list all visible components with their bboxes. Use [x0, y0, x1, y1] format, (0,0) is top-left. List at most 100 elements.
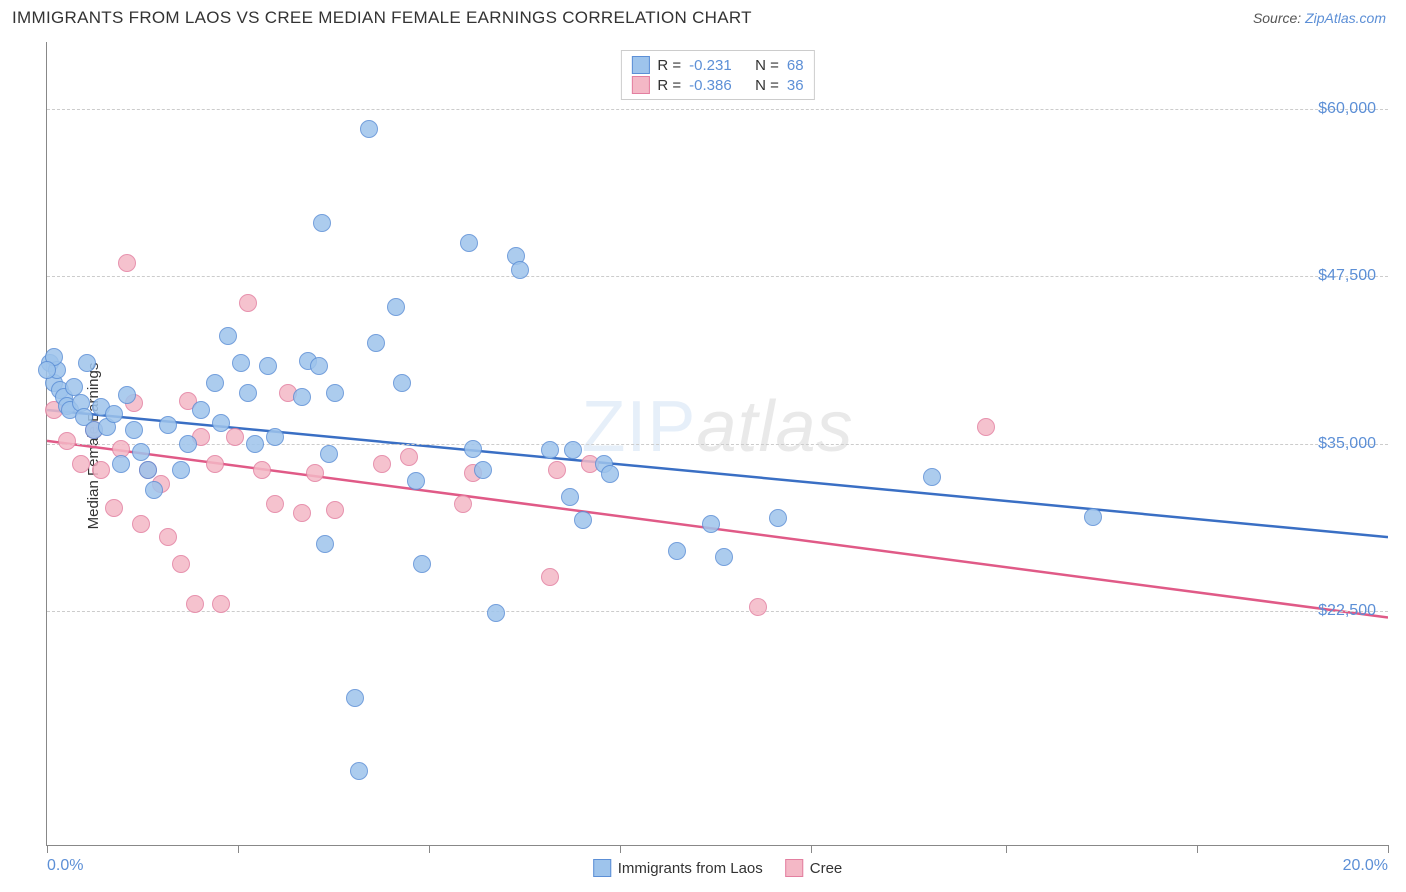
scatter-point-series1	[125, 421, 143, 439]
x-tick	[1006, 845, 1007, 853]
legend-row-series1: R = -0.231 N = 68	[631, 55, 803, 75]
scatter-point-series2	[58, 432, 76, 450]
x-tick	[238, 845, 239, 853]
scatter-point-series2	[105, 499, 123, 517]
chart-title: IMMIGRANTS FROM LAOS VS CREE MEDIAN FEMA…	[12, 8, 752, 28]
scatter-point-series1	[360, 120, 378, 138]
scatter-point-series2	[118, 254, 136, 272]
scatter-point-series1	[769, 509, 787, 527]
x-tick	[620, 845, 621, 853]
y-tick-label: $35,000	[1318, 435, 1376, 453]
scatter-point-series2	[541, 568, 559, 586]
scatter-point-series1	[1084, 508, 1102, 526]
scatter-point-series1	[346, 689, 364, 707]
scatter-point-series1	[668, 542, 686, 560]
scatter-plot-area: ZIPatlas R = -0.231 N = 68 R = -0.386 N …	[46, 42, 1388, 846]
scatter-point-series1	[159, 416, 177, 434]
scatter-point-series2	[92, 461, 110, 479]
scatter-point-series2	[293, 504, 311, 522]
scatter-point-series1	[239, 384, 257, 402]
scatter-point-series1	[219, 327, 237, 345]
scatter-point-series1	[132, 443, 150, 461]
chart-source: Source: ZipAtlas.com	[1253, 10, 1386, 26]
scatter-point-series1	[206, 374, 224, 392]
scatter-point-series1	[601, 465, 619, 483]
scatter-point-series2	[326, 501, 344, 519]
x-axis-max-label: 20.0%	[1343, 857, 1388, 875]
scatter-point-series1	[387, 298, 405, 316]
scatter-point-series2	[400, 448, 418, 466]
swatch-series2-bottom	[785, 859, 803, 877]
scatter-point-series1	[313, 214, 331, 232]
scatter-point-series1	[139, 461, 157, 479]
swatch-series1	[631, 56, 649, 74]
scatter-point-series2	[306, 464, 324, 482]
gridline	[47, 109, 1388, 110]
series-legend: Immigrants from Laos Cree	[593, 859, 843, 877]
scatter-point-series1	[259, 357, 277, 375]
scatter-point-series1	[316, 535, 334, 553]
scatter-point-series1	[212, 414, 230, 432]
scatter-point-series2	[977, 418, 995, 436]
scatter-point-series1	[407, 472, 425, 490]
scatter-point-series2	[253, 461, 271, 479]
swatch-series2	[631, 76, 649, 94]
gridline	[47, 276, 1388, 277]
scatter-point-series1	[511, 261, 529, 279]
x-tick	[47, 845, 48, 853]
scatter-point-series2	[159, 528, 177, 546]
scatter-point-series2	[212, 595, 230, 613]
scatter-point-series1	[923, 468, 941, 486]
swatch-series1-bottom	[593, 859, 611, 877]
x-tick	[811, 845, 812, 853]
scatter-point-series1	[564, 441, 582, 459]
scatter-point-series1	[246, 435, 264, 453]
x-axis-min-label: 0.0%	[47, 857, 83, 875]
scatter-point-series1	[266, 428, 284, 446]
scatter-point-series1	[541, 441, 559, 459]
scatter-point-series2	[373, 455, 391, 473]
scatter-point-series1	[350, 762, 368, 780]
scatter-point-series1	[145, 481, 163, 499]
y-tick-label: $22,500	[1318, 602, 1376, 620]
x-tick	[1388, 845, 1389, 853]
scatter-point-series1	[474, 461, 492, 479]
scatter-point-series2	[172, 555, 190, 573]
watermark: ZIPatlas	[581, 386, 853, 468]
scatter-point-series1	[118, 386, 136, 404]
scatter-point-series2	[749, 598, 767, 616]
scatter-point-series1	[105, 405, 123, 423]
scatter-point-series1	[293, 388, 311, 406]
scatter-point-series2	[226, 428, 244, 446]
scatter-point-series1	[561, 488, 579, 506]
scatter-point-series1	[112, 455, 130, 473]
scatter-point-series2	[239, 294, 257, 312]
source-link[interactable]: ZipAtlas.com	[1305, 10, 1386, 26]
scatter-point-series2	[186, 595, 204, 613]
legend-row-series2: R = -0.386 N = 36	[631, 75, 803, 95]
scatter-point-series1	[172, 461, 190, 479]
scatter-point-series1	[487, 604, 505, 622]
scatter-point-series2	[454, 495, 472, 513]
scatter-point-series2	[132, 515, 150, 533]
scatter-point-series1	[192, 401, 210, 419]
y-tick-label: $47,500	[1318, 267, 1376, 285]
scatter-point-series1	[38, 361, 56, 379]
chart-header: IMMIGRANTS FROM LAOS VS CREE MEDIAN FEMA…	[0, 0, 1406, 32]
scatter-point-series1	[367, 334, 385, 352]
scatter-point-series2	[266, 495, 284, 513]
scatter-point-series2	[72, 455, 90, 473]
scatter-point-series2	[206, 455, 224, 473]
scatter-point-series1	[179, 435, 197, 453]
scatter-point-series1	[715, 548, 733, 566]
scatter-point-series1	[320, 445, 338, 463]
scatter-point-series1	[232, 354, 250, 372]
scatter-point-series1	[574, 511, 592, 529]
scatter-point-series2	[548, 461, 566, 479]
x-tick	[429, 845, 430, 853]
scatter-point-series1	[464, 440, 482, 458]
gridline	[47, 611, 1388, 612]
scatter-point-series1	[460, 234, 478, 252]
scatter-point-series1	[78, 354, 96, 372]
scatter-point-series1	[702, 515, 720, 533]
